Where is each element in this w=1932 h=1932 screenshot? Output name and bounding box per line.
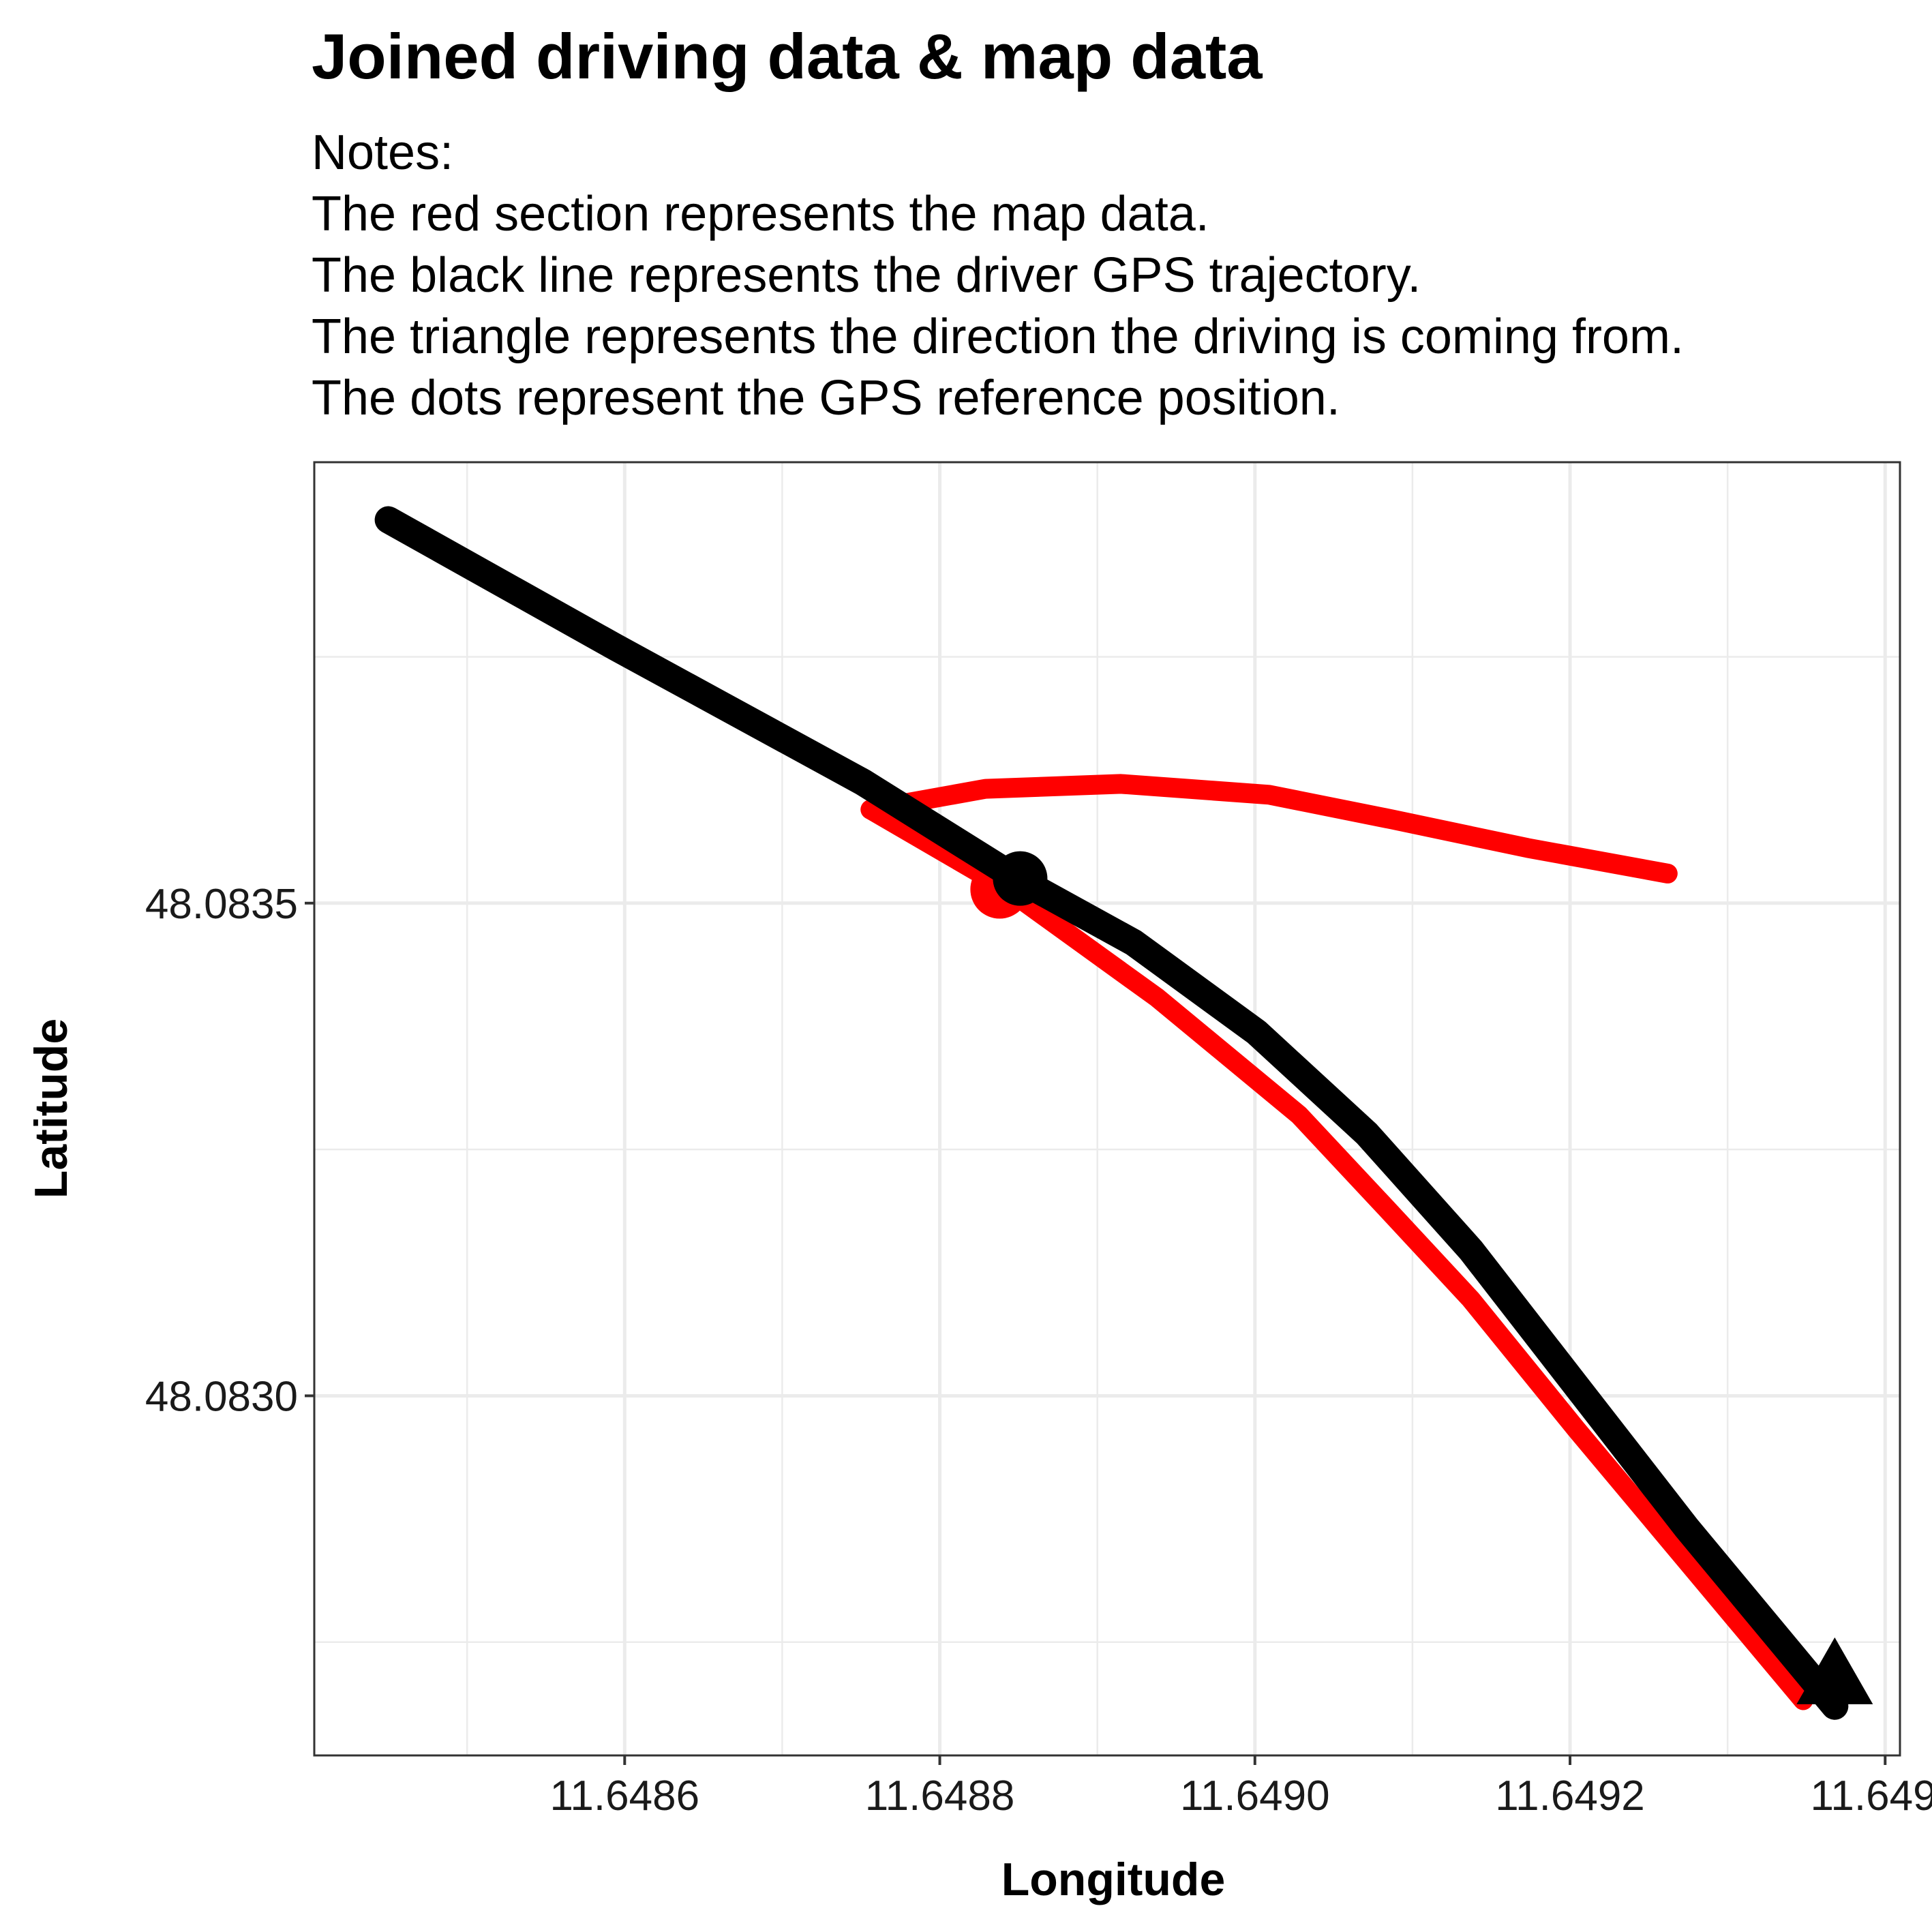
x-tick-label: 11.6488 — [865, 1772, 1015, 1820]
x-tick-label: 11.6486 — [550, 1772, 700, 1820]
subtitle-line: The triangle represents the direction th… — [312, 310, 1684, 364]
y-axis-title: Latitude — [25, 1018, 77, 1198]
x-tick-label: 11.6492 — [1495, 1772, 1645, 1820]
reference-point — [993, 851, 1048, 906]
x-axis-title: Longitude — [1001, 1854, 1226, 1905]
subtitle-line: Notes: — [312, 125, 453, 180]
line — [860, 774, 1678, 884]
line — [374, 506, 1849, 1720]
y-tick-label: 48.0830 — [145, 1373, 298, 1420]
subtitle-line: The dots represent the GPS reference pos… — [312, 371, 1340, 425]
line — [860, 799, 1813, 1710]
y-tick-label: 48.0835 — [145, 881, 298, 928]
direction-triangle — [1796, 1637, 1873, 1704]
panel-border — [313, 461, 1901, 1757]
subtitle-line: The red section represents the map data. — [312, 187, 1209, 241]
x-tick-label: 11.6490 — [1180, 1772, 1330, 1820]
chart-title: Joined driving data & map data — [312, 20, 1263, 92]
subtitle-line: The black line represents the driver GPS… — [312, 248, 1421, 303]
